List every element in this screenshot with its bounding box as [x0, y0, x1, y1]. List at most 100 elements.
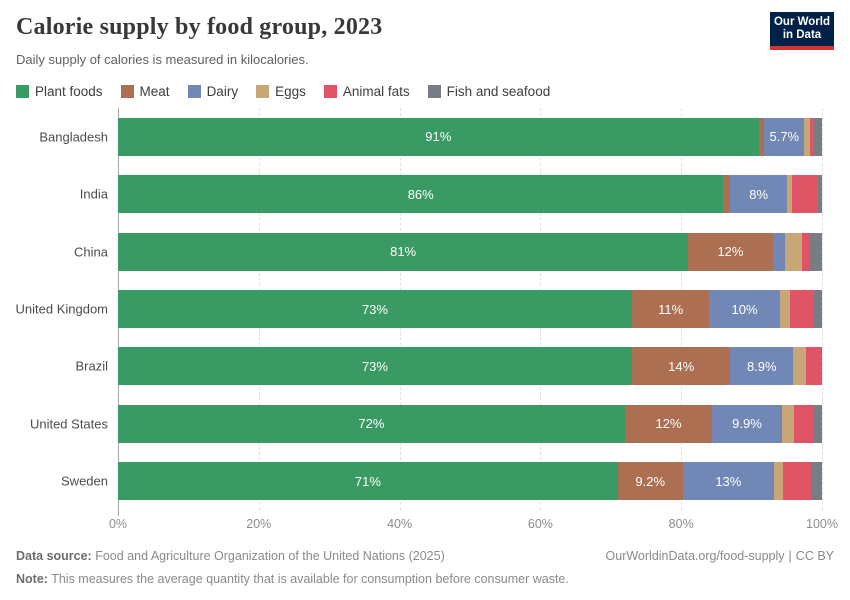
bar-segment-eggs[interactable] — [804, 117, 810, 156]
bar-segment-eggs[interactable] — [786, 175, 793, 214]
x-tick-label: 0% — [108, 517, 128, 531]
owid-logo-line2: in Data — [782, 29, 822, 41]
legend-label: Dairy — [206, 84, 239, 99]
legend-label: Animal fats — [342, 84, 410, 99]
bar-segment-fish-and-seafood[interactable] — [813, 117, 822, 156]
chart-footer: Data source: Food and Agriculture Organi… — [16, 548, 834, 587]
bar-row-brazil: Brazil 73% 14% 8.9% — [75, 347, 822, 386]
bar-segment-animal-fats[interactable] — [801, 232, 810, 271]
bar-segment-meat[interactable] — [723, 175, 731, 214]
legend-item-meat[interactable]: Meat — [120, 84, 170, 99]
bar-segment-dairy[interactable]: 10% — [709, 290, 780, 328]
bar-segment-plant-foods[interactable]: 91% — [118, 117, 759, 156]
bar-row-united-kingdom: United Kingdom 73% 11% 10% — [16, 290, 822, 328]
bar-segment-fish-and-seafood[interactable] — [813, 290, 822, 328]
bar-segment-meat[interactable] — [758, 117, 765, 156]
bar-segment-dairy[interactable]: 5.7% — [764, 117, 805, 156]
bar-row-sweden: Sweden 71% 9.2% 13% — [61, 462, 822, 501]
footer-separator: | — [788, 549, 792, 563]
bar-segment-eggs[interactable] — [781, 404, 794, 443]
legend-swatch-icon — [427, 85, 441, 98]
bar-segment-plant-foods[interactable]: 86% — [118, 175, 724, 214]
country-label: United States — [29, 416, 108, 432]
bar-value-label: 12% — [655, 416, 682, 432]
legend-label: Eggs — [275, 84, 306, 99]
bar-segment-eggs[interactable] — [779, 290, 790, 328]
bar-segment-animal-fats[interactable] — [793, 404, 815, 443]
bar-segment-dairy[interactable] — [772, 232, 786, 271]
bar-segment-plant-foods[interactable]: 73% — [118, 347, 632, 386]
bar-value-label: 73% — [361, 301, 388, 317]
bar-row-united-states: United States 72% 12% 9.9% — [30, 404, 822, 443]
owid-logo[interactable]: Our World in Data — [770, 12, 834, 50]
bar-value-label: 72% — [358, 416, 385, 432]
bar-row-bangladesh: Bangladesh 91% 5.7% — [39, 117, 822, 156]
bar-segment-meat[interactable]: 9.2% — [617, 462, 683, 501]
owid-logo-line1: Our World — [773, 16, 830, 28]
bar-segment-fish-and-seafood[interactable] — [818, 175, 822, 214]
footer-source: Data source: Food and Agriculture Organi… — [16, 548, 445, 564]
gridline — [822, 108, 823, 510]
bar-segment-eggs[interactable] — [793, 347, 806, 386]
legend-item-animal-fats[interactable]: Animal fats — [323, 84, 410, 99]
country-label: United Kingdom — [15, 301, 109, 317]
bar-value-label: 81% — [390, 244, 417, 260]
plot-area: Bangladesh 91% 5.7% India 86% 8% China 81% 12% Un… — [16, 108, 823, 516]
page-title: Calorie supply by food group, 2023 — [16, 14, 383, 40]
x-tick-label: 60% — [527, 517, 553, 531]
bar-segment-eggs[interactable] — [774, 462, 784, 501]
bar-segment-meat[interactable]: 11% — [631, 290, 710, 328]
bar-segment-meat[interactable]: 14% — [631, 347, 731, 386]
footer-line-note: Note: This measures the average quantity… — [16, 571, 834, 587]
legend-swatch-icon — [187, 85, 201, 98]
bar-segment-plant-foods[interactable]: 72% — [118, 404, 625, 443]
bar-segment-dairy[interactable]: 9.9% — [712, 404, 782, 443]
bar-segment-animal-fats[interactable] — [783, 462, 812, 501]
footer-link[interactable]: OurWorldinData.org/food-supply — [605, 549, 785, 563]
x-axis: 0% 20% 40% 60% 80% 100% — [109, 517, 838, 535]
bar-value-label: 12% — [717, 244, 744, 260]
footer-source-label: Data source: — [16, 549, 92, 563]
bar-segment-dairy[interactable]: 13% — [682, 462, 775, 501]
country-label: Brazil — [75, 358, 108, 374]
bar-row-india: India 86% 8% — [80, 175, 822, 214]
bar-segment-fish-and-seafood[interactable] — [820, 347, 822, 386]
legend: Plant foods Meat Dairy Eggs Animal fats Fish … — [16, 84, 550, 99]
bar-segment-plant-foods[interactable]: 81% — [118, 232, 689, 271]
bar-segment-animal-fats[interactable] — [810, 117, 814, 156]
bar-segment-eggs[interactable] — [785, 232, 802, 271]
bar-segment-fish-and-seafood[interactable] — [814, 404, 822, 443]
bar-segment-plant-foods[interactable]: 73% — [118, 290, 632, 328]
bar-segment-fish-and-seafood[interactable] — [809, 232, 822, 271]
bar-value-label: 8.9% — [746, 358, 777, 374]
legend-item-plant-foods[interactable]: Plant foods — [16, 84, 103, 99]
legend-item-dairy[interactable]: Dairy — [187, 84, 239, 99]
bar-value-label: 9.9% — [732, 416, 762, 432]
country-label: India — [79, 186, 108, 202]
bar-segment-dairy[interactable]: 8.9% — [730, 347, 794, 386]
legend-swatch-icon — [16, 85, 29, 98]
x-tick-label: 80% — [668, 517, 694, 531]
chart-header: Calorie supply by food group, 2023 Our W… — [16, 12, 834, 50]
bar-segment-fish-and-seafood[interactable] — [811, 462, 822, 501]
bar-value-label: 71% — [354, 473, 381, 489]
legend-swatch-icon — [120, 85, 134, 98]
legend-item-eggs[interactable]: Eggs — [256, 84, 306, 99]
bar-segment-meat[interactable]: 12% — [624, 404, 713, 443]
x-tick-label: 40% — [387, 517, 413, 531]
bar-segment-plant-foods[interactable]: 71% — [118, 462, 618, 501]
footer-license: CC BY — [795, 549, 834, 563]
bar-row-china: China 81% 12% — [74, 232, 822, 271]
country-label: Bangladesh — [39, 129, 108, 145]
footer-source-text: Food and Agriculture Organization of the… — [95, 549, 445, 563]
bar-segment-animal-fats[interactable] — [792, 175, 819, 214]
legend-item-fish-and-seafood[interactable]: Fish and seafood — [427, 84, 550, 99]
legend-label: Plant foods — [35, 84, 103, 99]
bar-segment-animal-fats[interactable] — [789, 290, 814, 328]
footer-note-text: This measures the average quantity that … — [51, 572, 569, 586]
bar-segment-animal-fats[interactable] — [805, 347, 821, 386]
chart-subtitle: Daily supply of calories is measured in … — [16, 52, 309, 67]
bar-segment-dairy[interactable]: 8% — [730, 175, 787, 214]
bar-segment-meat[interactable]: 12% — [688, 232, 773, 271]
x-tick-label: 20% — [246, 517, 272, 531]
